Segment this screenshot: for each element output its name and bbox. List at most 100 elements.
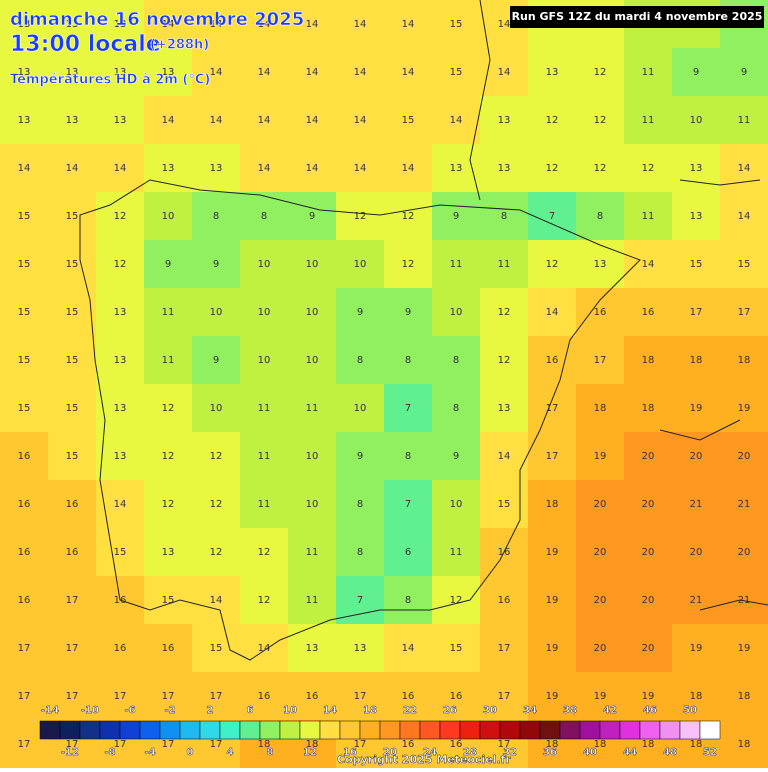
temperature-value: 18 — [594, 403, 607, 414]
temperature-cell — [48, 576, 97, 625]
temperature-value: 14 — [354, 115, 367, 126]
temperature-cell — [528, 144, 577, 193]
temperature-value: 7 — [357, 595, 363, 606]
temperature-value: 13 — [66, 19, 79, 30]
temperature-cell — [336, 480, 385, 529]
temperature-cell — [192, 432, 241, 481]
temperature-value: 13 — [594, 259, 607, 270]
temperature-cell — [720, 672, 768, 721]
temperature-cell — [480, 192, 529, 241]
temperature-value: 13 — [162, 67, 175, 78]
temperature-value: 12 — [546, 163, 559, 174]
temperature-cell — [528, 576, 577, 625]
temperature-cell — [0, 96, 49, 145]
temperature-cell — [336, 144, 385, 193]
temperature-cell — [480, 384, 529, 433]
temperature-value: 18 — [306, 739, 319, 750]
temperature-cell — [96, 672, 145, 721]
temperature-cell — [336, 576, 385, 625]
temperature-cell — [0, 240, 49, 289]
temperature-value: 13 — [306, 643, 319, 654]
legend-label: 38 — [563, 705, 577, 716]
coastline — [659, 179, 768, 611]
legend-label: 34 — [523, 705, 537, 716]
temperature-cell — [432, 480, 481, 529]
temperature-value: 17 — [210, 739, 223, 750]
temperature-cell — [576, 240, 625, 289]
legend-label: 6 — [247, 705, 254, 716]
temperature-value: 9 — [405, 307, 411, 318]
legend-swatch — [279, 720, 301, 740]
temperature-value: 10 — [210, 403, 223, 414]
temperature-value: 14 — [210, 19, 223, 30]
temperature-value: 11 — [258, 451, 271, 462]
legend-label: 28 — [463, 747, 477, 758]
temperature-value: 10 — [162, 211, 175, 222]
temperature-cell — [432, 0, 481, 49]
temperature-value: 18 — [738, 739, 751, 750]
temperature-value: 8 — [357, 547, 363, 558]
temperature-cell — [48, 240, 97, 289]
temperature-value: 17 — [66, 643, 79, 654]
temperature-cell — [144, 672, 193, 721]
temperature-cell — [96, 336, 145, 385]
legend-label: 16 — [343, 747, 357, 758]
temperature-cell — [576, 528, 625, 577]
temperature-value: 14 — [306, 19, 319, 30]
temperature-value: 13 — [66, 115, 79, 126]
temperature-cell — [576, 144, 625, 193]
legend-swatch — [139, 720, 161, 740]
temperature-value: 14 — [402, 643, 415, 654]
temperature-value: 17 — [498, 643, 511, 654]
temperature-value: 10 — [306, 307, 319, 318]
temperature-value: 18 — [258, 739, 271, 750]
temperature-cell — [576, 384, 625, 433]
temperature-cell — [624, 48, 673, 97]
temperature-cell — [144, 384, 193, 433]
temperature-cell — [48, 672, 97, 721]
temperature-value: 14 — [210, 67, 223, 78]
temperature-value: 15 — [402, 115, 415, 126]
temperature-value: 15 — [66, 211, 79, 222]
temperature-value: 15 — [18, 355, 31, 366]
temperature-cell — [480, 336, 529, 385]
temperature-value: 13 — [690, 211, 703, 222]
temperature-value: 16 — [66, 499, 79, 510]
temperature-cell — [48, 480, 97, 529]
temperature-value: 14 — [642, 259, 655, 270]
temperature-value: 9 — [357, 307, 363, 318]
temperature-cell — [240, 240, 289, 289]
legend-label: 10 — [283, 705, 297, 716]
temperature-value: 11 — [498, 259, 511, 270]
temperature-cell — [576, 480, 625, 529]
temperature-cell — [96, 96, 145, 145]
temperature-cell — [48, 96, 97, 145]
temperature-cell — [528, 432, 577, 481]
temperature-value: 18 — [546, 739, 559, 750]
temperature-cell — [192, 576, 241, 625]
temperature-cell — [528, 384, 577, 433]
temperature-cell — [384, 288, 433, 337]
legend-label: 4 — [227, 747, 234, 758]
temperature-value: 19 — [546, 595, 559, 606]
legend-label: -4 — [144, 747, 155, 758]
temperature-cell — [192, 384, 241, 433]
copyright: Copyright 2025 Meteociel.fr — [337, 753, 511, 766]
temperature-value: 21 — [690, 595, 703, 606]
temperature-cell — [288, 576, 337, 625]
temperature-cell — [624, 480, 673, 529]
temperature-value: 14 — [162, 19, 175, 30]
legend-swatch — [99, 720, 121, 740]
temperature-cell — [384, 144, 433, 193]
temperature-cell — [432, 672, 481, 721]
temperature-cell — [624, 192, 673, 241]
temperature-value: 15 — [498, 499, 511, 510]
temperature-cell — [720, 624, 768, 673]
temperature-cell — [720, 336, 768, 385]
temperature-cell — [720, 192, 768, 241]
temperature-value: 15 — [66, 355, 79, 366]
temperature-cell — [720, 48, 768, 97]
legend-label: 0 — [187, 747, 194, 758]
temperature-cell — [336, 672, 385, 721]
